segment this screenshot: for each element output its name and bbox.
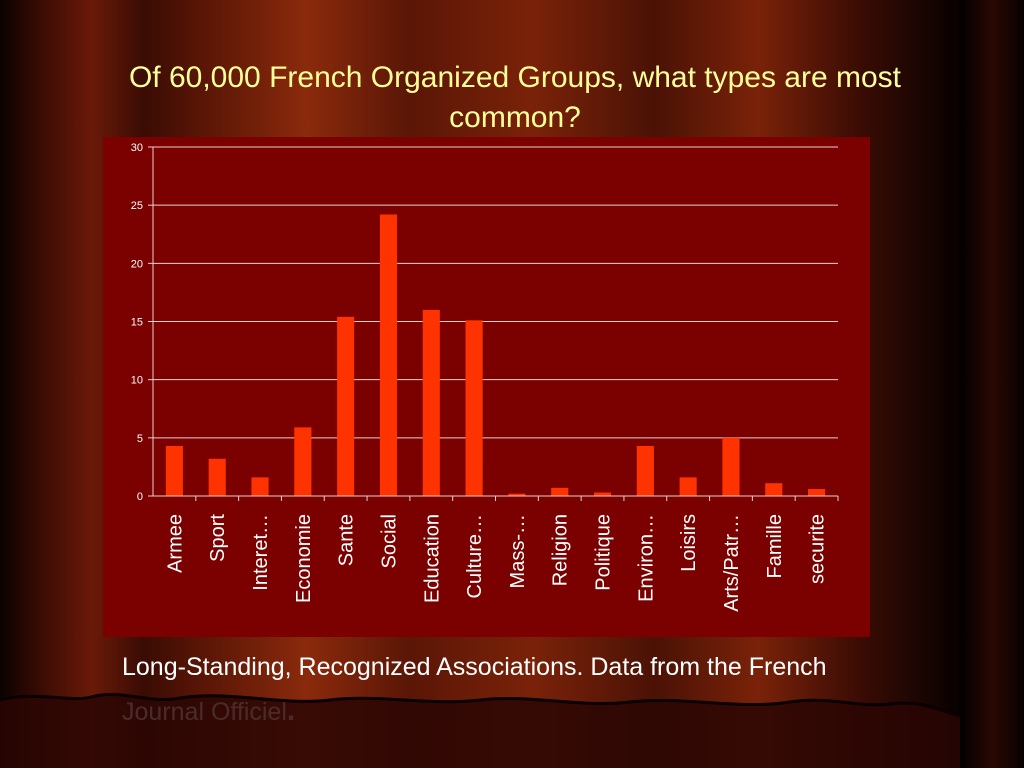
x-category-label-2: Interet… (250, 514, 272, 591)
bar-chart: 0 5 10 15 20 25 30 Armee Sport Interet… Economie Sa… (103, 137, 870, 637)
curtain-hem-shape (0, 694, 960, 768)
tick-labels: 0 5 10 15 20 25 30 Armee Sport Interet… Economie Sa… (131, 142, 829, 612)
x-category-label-4: Sante (336, 514, 358, 566)
slide-title: Of 60,000 French Organized Groups, what … (128, 61, 902, 134)
x-category-label-7: Culture… (464, 514, 486, 598)
bar-0 (165, 445, 183, 496)
x-category-label-12: Loisirs (678, 514, 700, 572)
y-tick-label-5: 5 (137, 433, 143, 445)
bar-7 (465, 320, 483, 496)
bar-3 (294, 427, 312, 496)
bar-8 (508, 493, 526, 496)
bar-15 (808, 489, 826, 496)
gridlines (153, 146, 838, 439)
x-category-label-10: Politique (593, 514, 615, 591)
bar-1 (208, 458, 226, 496)
x-category-label-1: Sport (207, 514, 229, 562)
bar-4 (337, 316, 355, 496)
y-tick-label-30: 30 (131, 142, 143, 154)
x-category-label-11: Environ… (635, 514, 657, 602)
bar-chart-svg: 0 5 10 15 20 25 30 Armee Sport Interet… Economie Sa… (131, 142, 839, 612)
y-tick-label-20: 20 (131, 258, 143, 270)
x-category-label-5: Social (378, 514, 400, 568)
x-category-label-6: Education (421, 514, 443, 603)
x-category-label-14: Famille (764, 514, 786, 578)
x-category-label-3: Economie (293, 514, 315, 603)
x-category-label-13: Arts/Patr… (721, 514, 743, 612)
bar-14 (765, 483, 783, 496)
bar-11 (636, 445, 654, 496)
bar-12 (679, 477, 697, 496)
y-tick-label-0: 0 (137, 491, 143, 503)
bar-9 (551, 487, 569, 496)
x-category-label-15: securite (807, 514, 829, 584)
y-tick-label-15: 15 (131, 317, 143, 329)
bar-10 (593, 492, 612, 496)
y-tick-label-10: 10 (131, 375, 143, 387)
curtain-hem (0, 692, 961, 768)
bar-5 (379, 214, 398, 496)
x-category-label-9: Religion (550, 514, 572, 586)
bars (165, 214, 826, 496)
x-category-label-8: Mass-… (507, 514, 529, 588)
x-category-label-0: Armee (164, 514, 186, 573)
bar-2 (251, 477, 269, 496)
bar-6 (422, 309, 440, 496)
axes (148, 146, 839, 501)
curtain-hem-edge (0, 692, 961, 718)
bar-13 (722, 437, 740, 496)
y-tick-label-25: 25 (131, 200, 143, 212)
